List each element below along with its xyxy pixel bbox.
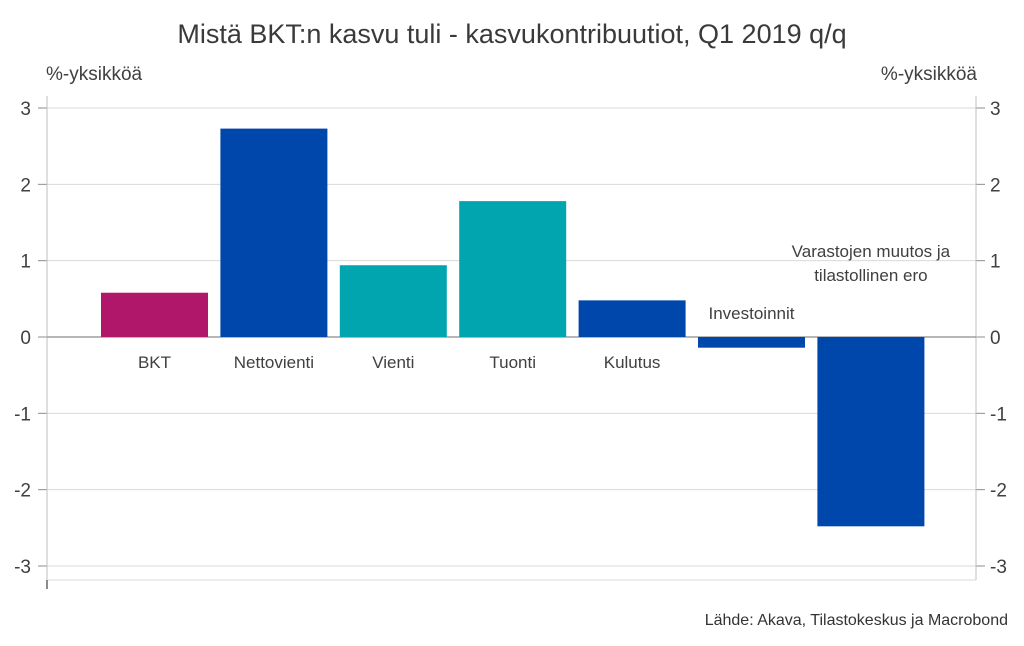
- category-label: tilastollinen ero: [814, 266, 927, 285]
- left-tick-label: 1: [20, 252, 31, 273]
- chart-title: Mistä BKT:n kasvu tuli - kasvukontribuut…: [177, 19, 846, 49]
- right-tick-label: 0: [990, 328, 1001, 349]
- bar: [101, 292, 208, 337]
- bar: [817, 337, 925, 527]
- left-tick-label: -1: [14, 404, 31, 425]
- category-label: Kulutus: [604, 353, 661, 372]
- category-labels: BKT Nettovienti Vienti Tuonti Kulutus Investo…: [138, 242, 951, 372]
- bar: [220, 128, 328, 337]
- left-tick-label: 0: [20, 328, 31, 349]
- left-tick-label: -2: [14, 481, 31, 502]
- right-tick-label: -2: [990, 481, 1007, 502]
- bar: [698, 337, 805, 348]
- bars: [101, 128, 925, 527]
- category-label: Nettovienti: [234, 353, 314, 372]
- category-label: Varastojen muutos ja: [792, 242, 951, 261]
- right-tick-label: 2: [990, 175, 1001, 196]
- right-tick-label: -3: [990, 557, 1007, 578]
- category-label: Tuonti: [489, 353, 536, 372]
- right-tick-label: 1: [990, 252, 1001, 273]
- category-label: BKT: [138, 353, 171, 372]
- left-tick-label: 2: [20, 175, 31, 196]
- left-axis-unit-label: %-yksikköä: [46, 64, 143, 85]
- left-tick-label: -3: [14, 557, 31, 578]
- category-label: Vienti: [372, 353, 414, 372]
- category-label: Investoinnit: [709, 304, 795, 323]
- bar: [578, 300, 686, 337]
- right-tick-label: -1: [990, 404, 1007, 425]
- bar: [339, 265, 447, 337]
- source-note: Lähde: Akava, Tilastokeskus ja Macrobond: [705, 612, 1008, 629]
- tick-labels: 3 3 2 2 1 1 0 0 -1 -1 -2 -2 -3 -3: [14, 99, 1007, 578]
- right-axis-unit-label: %-yksikköä: [881, 64, 978, 85]
- bar: [459, 201, 567, 337]
- right-tick-label: 3: [990, 99, 1001, 120]
- left-tick-label: 3: [20, 99, 31, 120]
